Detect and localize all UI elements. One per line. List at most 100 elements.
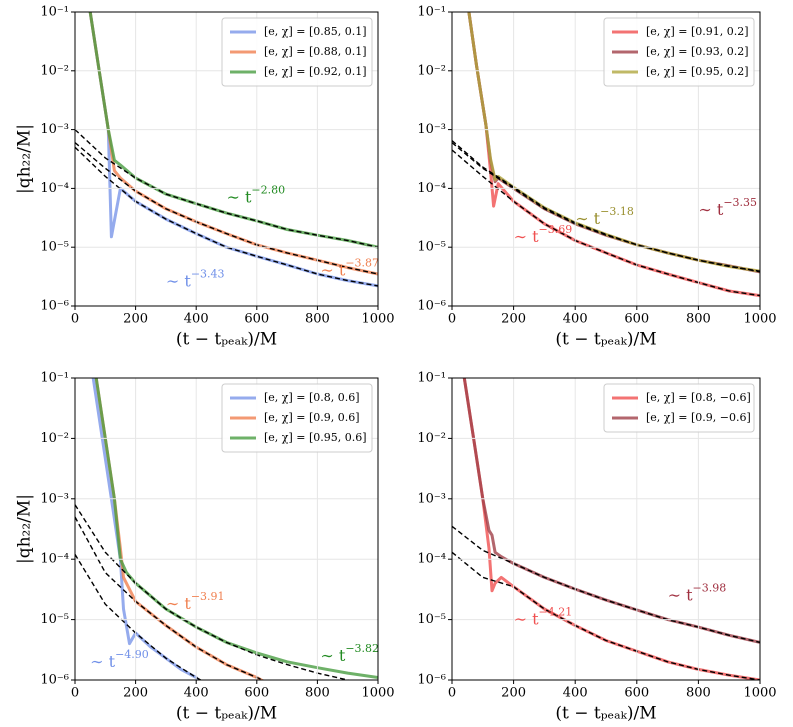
x-tick-label: 400 xyxy=(184,312,209,327)
x-tick-label: 400 xyxy=(563,312,588,327)
legend-label: [e, χ] = [0.8, −0.6] xyxy=(646,391,751,404)
fit-line xyxy=(75,554,203,680)
plot-area xyxy=(452,378,760,680)
y-tick-label: 10⁻⁶ xyxy=(417,299,446,314)
annotation: ∼ t−4.90 xyxy=(90,648,149,671)
x-tick-label: 600 xyxy=(244,686,269,701)
annotation-text: ∼ t xyxy=(698,199,723,218)
series-line xyxy=(91,378,200,680)
legend-label: [e, χ] = [0.9, −0.6] xyxy=(646,411,751,424)
x-tick-label: 600 xyxy=(244,312,269,327)
y-tick-label: 10⁻⁴ xyxy=(417,552,446,567)
annotation: ∼ t−3.35 xyxy=(698,196,757,219)
x-tick-label: 1000 xyxy=(743,312,776,327)
legend-box xyxy=(603,17,755,87)
x-axis-label: (t − tₚₑₐₖ)/M xyxy=(555,330,656,350)
x-tick-label: 1000 xyxy=(361,686,394,701)
annotation: ∼ t−4.21 xyxy=(514,606,573,629)
annotation-exponent: −3.87 xyxy=(345,257,379,270)
y-tick-label: 10⁻¹ xyxy=(40,371,69,386)
x-tick-label: 800 xyxy=(305,312,330,327)
axes-frame xyxy=(74,377,379,681)
y-tick-label: 10⁻⁶ xyxy=(417,673,446,688)
fit-line xyxy=(452,149,760,297)
legend-box xyxy=(221,383,373,453)
annotation-text: ∼ t xyxy=(514,226,539,245)
fit-line xyxy=(452,142,760,273)
x-axis-label: (t − tₚₑₐₖ)/M xyxy=(555,704,656,724)
plot-area xyxy=(75,12,378,288)
y-tick-label: 10⁻² xyxy=(40,431,69,446)
fit-line xyxy=(75,129,378,248)
legend-box xyxy=(603,383,755,433)
y-tick-label: 10⁻² xyxy=(40,63,69,78)
y-tick-label: 10⁻⁵ xyxy=(40,240,69,255)
x-tick-label: 800 xyxy=(686,312,711,327)
y-tick-label: 10⁻⁴ xyxy=(417,181,446,196)
annotation-text: ∼ t xyxy=(166,271,191,290)
y-tick-label: 10⁻⁴ xyxy=(40,552,69,567)
legend-label: [e, χ] = [0.8, 0.6] xyxy=(264,391,360,404)
annotation: ∼ t−3.82 xyxy=(320,642,379,665)
annotation-text: ∼ t xyxy=(575,209,600,228)
x-tick-label: 0 xyxy=(448,686,456,701)
legend-label: [e, χ] = [0.93, 0.2] xyxy=(646,45,749,58)
fit-line xyxy=(75,146,378,287)
x-tick-label: 0 xyxy=(448,312,456,327)
legend-label: [e, χ] = [0.95, 0.2] xyxy=(646,65,749,78)
fit-line xyxy=(75,142,378,275)
y-tick-label: 10⁻⁶ xyxy=(40,673,69,688)
x-tick-label: 0 xyxy=(71,686,79,701)
x-axis-label: (t − tₚₑₐₖ)/M xyxy=(176,330,277,350)
annotation-text: ∼ t xyxy=(227,187,252,206)
y-tick-label: 10⁻⁵ xyxy=(40,612,69,627)
y-axis-label: |qh₂₂/M| xyxy=(15,494,35,564)
annotation-exponent: −4.90 xyxy=(115,648,149,661)
annotation-exponent: −3.35 xyxy=(723,196,757,209)
annotation: ∼ t−3.18 xyxy=(575,205,634,228)
annotation: ∼ t−3.87 xyxy=(320,257,379,280)
fit-line xyxy=(75,504,352,680)
axes-frame xyxy=(451,377,761,681)
x-tick-label: 800 xyxy=(305,686,330,701)
plot-area xyxy=(75,378,378,680)
annotation-text: ∼ t xyxy=(90,651,115,670)
annotation-exponent: −2.80 xyxy=(251,184,285,197)
fit-line xyxy=(452,525,760,644)
y-tick-label: 10⁻¹ xyxy=(417,371,446,386)
x-tick-label: 0 xyxy=(71,312,79,327)
plot-area xyxy=(452,12,760,298)
legend-label: [e, χ] = [0.91, 0.2] xyxy=(646,25,749,38)
annotation-text: ∼ t xyxy=(514,609,539,628)
legend-label: [e, χ] = [0.88, 0.1] xyxy=(264,45,367,58)
annotation: ∼ t−3.91 xyxy=(166,590,225,613)
series-line xyxy=(94,378,378,679)
fit-line xyxy=(452,551,760,680)
y-tick-label: 10⁻⁴ xyxy=(40,181,69,196)
x-tick-label: 400 xyxy=(563,686,588,701)
annotation: ∼ t−3.43 xyxy=(166,268,225,291)
y-tick-label: 10⁻¹ xyxy=(417,5,446,20)
x-tick-label: 200 xyxy=(123,686,148,701)
y-axis-label: |qh₂₂/M| xyxy=(15,124,35,194)
annotation-exponent: −4.21 xyxy=(539,606,573,619)
x-tick-label: 400 xyxy=(184,686,209,701)
x-tick-label: 200 xyxy=(501,686,526,701)
x-tick-label: 1000 xyxy=(743,686,776,701)
y-tick-label: 10⁻² xyxy=(417,63,446,78)
legend-label: [e, χ] = [0.95, 0.6] xyxy=(264,431,367,444)
legend-box xyxy=(221,17,373,87)
y-tick-label: 10⁻⁵ xyxy=(417,240,446,255)
y-tick-label: 10⁻³ xyxy=(417,491,446,506)
annotation-exponent: −3.98 xyxy=(693,582,727,595)
annotation-exponent: −3.43 xyxy=(191,268,225,281)
x-tick-label: 1000 xyxy=(361,312,394,327)
x-tick-label: 600 xyxy=(624,686,649,701)
y-tick-label: 10⁻³ xyxy=(40,491,69,506)
annotation-exponent: −3.69 xyxy=(539,223,573,236)
legend-label: [e, χ] = [0.92, 0.1] xyxy=(264,65,367,78)
fit-line xyxy=(452,140,760,272)
y-tick-label: 10⁻¹ xyxy=(40,5,69,20)
y-tick-label: 10⁻⁶ xyxy=(40,299,69,314)
annotation-exponent: −3.18 xyxy=(600,205,634,218)
